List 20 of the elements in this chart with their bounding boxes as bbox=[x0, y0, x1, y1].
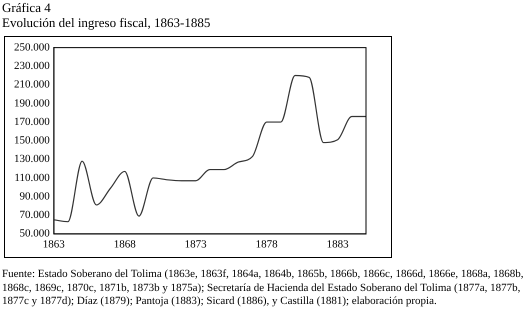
line-series bbox=[53, 74, 367, 222]
y-tick-label: 230.000 bbox=[14, 60, 50, 72]
y-tick-label: 250.000 bbox=[14, 41, 50, 54]
x-tick-label: 1868 bbox=[114, 238, 136, 250]
y-tick-label: 170.000 bbox=[14, 116, 50, 128]
y-tick-label: 110.000 bbox=[14, 172, 50, 184]
x-tick-label: 1878 bbox=[256, 238, 278, 250]
chart-title: Gráfica 4 bbox=[2, 0, 52, 15]
y-tick-label: 130.000 bbox=[14, 153, 50, 166]
source-note: Fuente: Estado Soberano del Tolima (1863e, 1863f, 1864a, 1864b, 1865b, 1866b, 1866c, 1866d, 1866e, 1868a, 1868b, 1868c, 1869c, 1870c, 1871b, 1873b y 1875a); Secretaría de Hacienda del Estado Soberano del Tolima (1877a, 1877b, 1877c y 1877d); Díaz (1879); Pantoja (1883); Sicard (1886), y Castilla (1881); elaboración propia. bbox=[2, 268, 524, 308]
y-tick-label: 70.000 bbox=[20, 209, 50, 222]
x-tick-label: 1873 bbox=[184, 238, 208, 250]
y-tick-label: 90.000 bbox=[20, 190, 50, 202]
y-tick-label: 150.000 bbox=[14, 134, 50, 147]
chart-subtitle: Evolución del ingreso fiscal, 1863-1885 bbox=[2, 15, 210, 30]
y-tick-label: 50.000 bbox=[20, 228, 50, 240]
x-tick-label: 1883 bbox=[326, 238, 350, 250]
y-tick-label: 210.000 bbox=[14, 78, 50, 91]
y-tick-label: 190.000 bbox=[14, 97, 50, 110]
x-tick-label: 1863 bbox=[42, 238, 66, 250]
